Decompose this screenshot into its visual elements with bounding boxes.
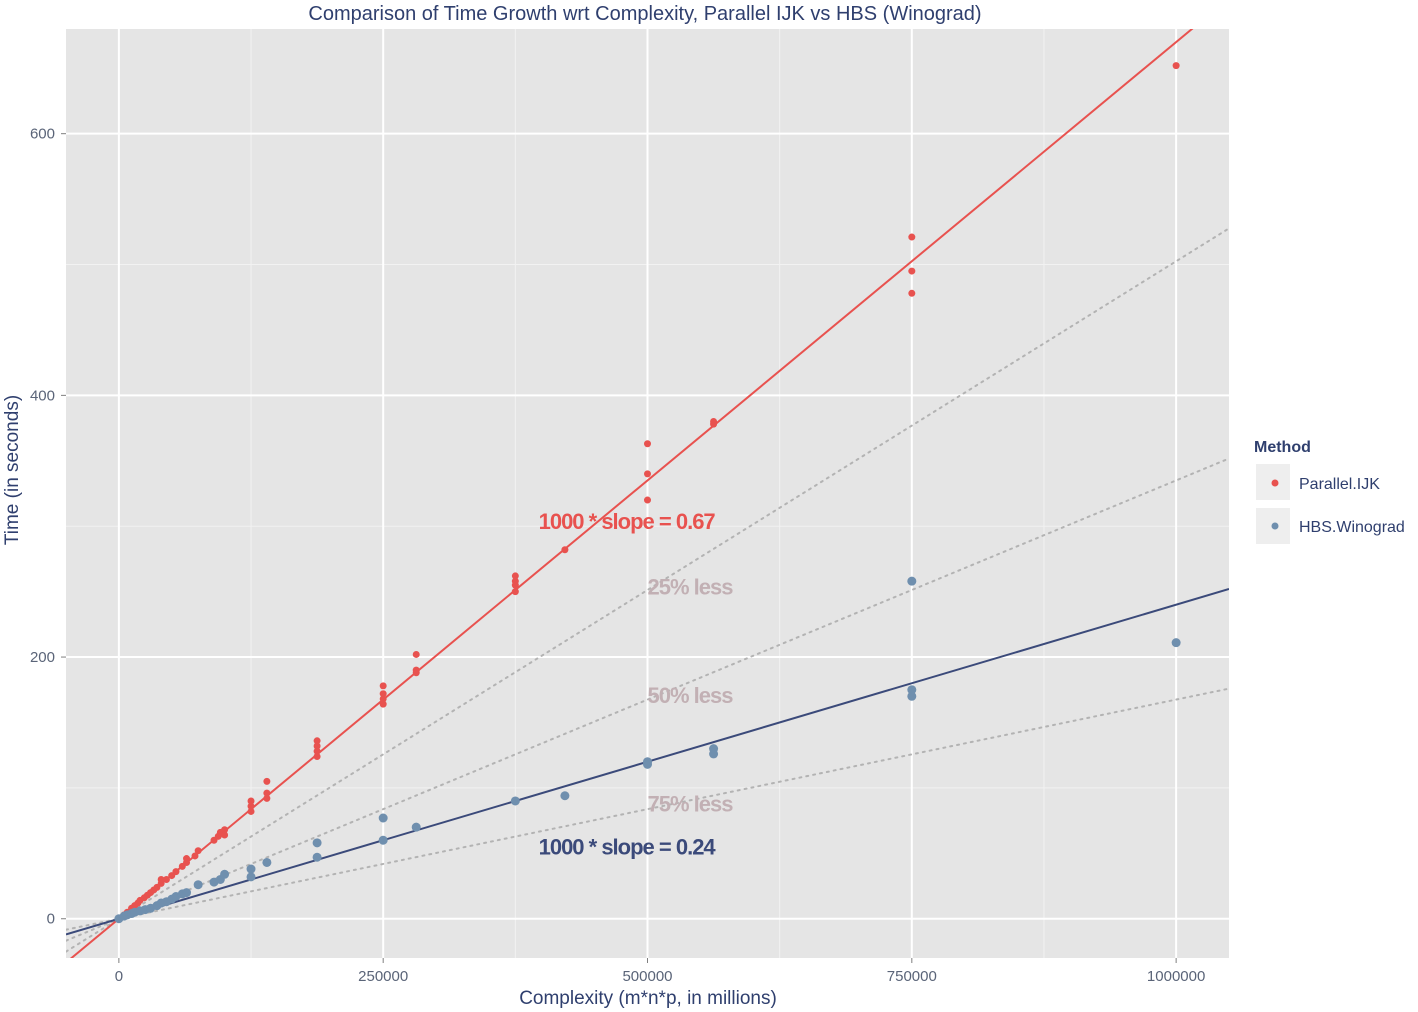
- y-axis-ticks: 0 200 400 600: [30, 126, 66, 928]
- legend-marker-hbs-winograd: [1271, 522, 1279, 530]
- data-point: [194, 847, 202, 855]
- major-gridlines: [66, 29, 1229, 958]
- data-point: [378, 835, 388, 845]
- data-point: [908, 289, 916, 297]
- data-point: [313, 737, 321, 745]
- data-point: [247, 797, 255, 805]
- data-point: [313, 752, 321, 760]
- data-point: [247, 802, 255, 810]
- data-point: [246, 872, 256, 882]
- y-axis-title: Time (in seconds): [2, 395, 23, 545]
- data-point: [157, 875, 165, 883]
- data-point: [907, 576, 917, 586]
- y-tick-label: 600: [30, 126, 55, 143]
- data-point: [246, 864, 256, 874]
- data-point: [412, 666, 420, 674]
- data-point: [1172, 62, 1180, 70]
- data-point: [221, 831, 229, 839]
- data-point: [643, 757, 652, 767]
- data-point: [313, 747, 321, 755]
- data-point: [262, 857, 272, 867]
- y-tick-label: 200: [30, 649, 55, 666]
- y-tick-label: 400: [30, 387, 55, 404]
- data-point: [379, 695, 387, 703]
- data-point: [644, 440, 651, 448]
- data-point: [710, 418, 718, 426]
- reference-lines: [66, 227, 1229, 953]
- data-point: [191, 852, 199, 860]
- data-point: [247, 807, 255, 815]
- reference-line: [66, 687, 1229, 931]
- data-point: [220, 869, 230, 879]
- data-point: [908, 233, 916, 241]
- chart-title: Comparison of Time Growth wrt Complexity…: [308, 3, 981, 25]
- y-tick-label: 0: [47, 911, 55, 928]
- data-point: [379, 700, 387, 708]
- data-point: [412, 650, 420, 658]
- x-tick-label: 250000: [358, 968, 408, 985]
- data-point: [221, 826, 229, 834]
- annotation-label: 25% less: [648, 574, 734, 599]
- x-tick-label: 500000: [622, 968, 672, 985]
- annotation-label: 75% less: [648, 791, 734, 816]
- x-tick-label: 0: [115, 968, 123, 985]
- data-point: [511, 588, 519, 596]
- data-point: [907, 685, 917, 695]
- legend: Method Parallel.IJK HBS.Winograd: [1254, 439, 1405, 544]
- annotation-label: 1000 * slope = 0.24: [539, 835, 717, 860]
- data-point: [644, 470, 651, 478]
- data-point: [263, 789, 271, 797]
- data-point: [908, 267, 916, 275]
- data-point: [379, 682, 387, 690]
- annotation-label: 50% less: [648, 683, 734, 708]
- data-point: [313, 742, 321, 750]
- data-point: [378, 813, 388, 823]
- data-point: [172, 868, 180, 876]
- annotation-label: 1000 * slope = 0.67: [539, 509, 716, 534]
- data-point: [312, 838, 322, 848]
- data-point: [411, 822, 421, 832]
- x-tick-label: 1000000: [1147, 968, 1205, 985]
- data-point: [193, 880, 203, 890]
- fit-line: [69, 29, 1194, 958]
- data-point: [1171, 638, 1181, 648]
- legend-title: Method: [1254, 439, 1311, 456]
- legend-marker-parallel-ijk: [1271, 479, 1279, 487]
- data-point: [162, 875, 170, 883]
- data-point: [263, 777, 271, 785]
- data-point: [561, 546, 569, 554]
- x-axis-title: Complexity (m*n*p, in millions): [519, 988, 777, 1009]
- data-point: [183, 855, 191, 863]
- data-point: [312, 852, 322, 862]
- data-point: [182, 888, 192, 898]
- data-point: [511, 572, 519, 580]
- data-point: [709, 744, 719, 754]
- x-axis-ticks: 0 250000 500000 750000 1000000: [115, 958, 1205, 985]
- data-point: [644, 496, 651, 504]
- legend-label-hbs-winograd: HBS.Winograd: [1299, 519, 1405, 536]
- data-point: [907, 691, 917, 701]
- reference-line: [66, 227, 1229, 953]
- data-point: [510, 796, 520, 806]
- annotations: 1000 * slope = 0.67 25% less 50% less 75% l…: [539, 509, 735, 860]
- legend-label-parallel-ijk: Parallel.IJK: [1299, 476, 1380, 493]
- reference-line: [66, 457, 1229, 942]
- data-point: [560, 791, 570, 801]
- data-point: [379, 690, 387, 698]
- data-points: [114, 62, 1181, 924]
- x-tick-label: 750000: [887, 968, 937, 985]
- data-point: [511, 577, 519, 585]
- data-point: [263, 794, 271, 802]
